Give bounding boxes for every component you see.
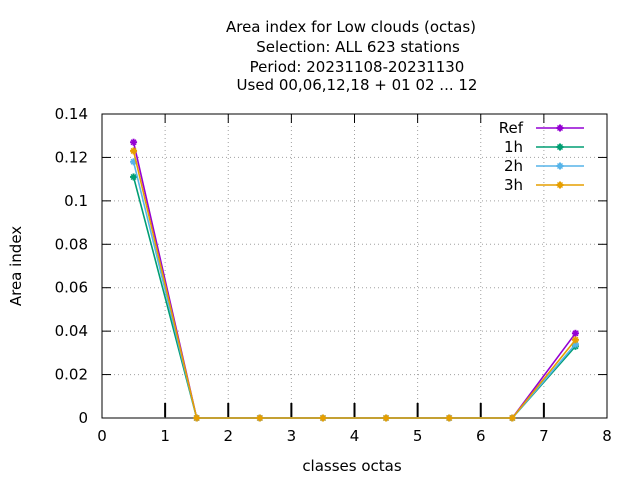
data-point (130, 173, 138, 181)
chart-title: Area index for Low clouds (octas) Select… (226, 18, 477, 94)
series-line (132, 161, 577, 419)
data-point (445, 414, 453, 422)
y-tick-label: 0.14 (55, 105, 88, 123)
legend-marker (556, 162, 564, 170)
y-tick-label: 0.08 (55, 235, 88, 253)
x-tick-label: 4 (350, 427, 360, 445)
data-point (130, 147, 138, 155)
series-3h (130, 147, 579, 422)
data-point (256, 414, 264, 422)
legend-label: Ref (499, 119, 524, 137)
data-point (571, 336, 579, 344)
y-tick-label: 0.1 (64, 192, 88, 210)
x-tick-label: 8 (602, 427, 612, 445)
axes: 0 1 2 3 4 5 6 7 8 0 0.02 0.04 0.06 0.08 0.1 0.12 0.14 (55, 105, 612, 445)
legend-entry-1h: 1h (504, 138, 584, 156)
y-tick-label: 0.04 (55, 322, 88, 340)
grid-lines (102, 114, 607, 418)
series-layer (130, 138, 579, 422)
y-axis-label: Area index (7, 226, 25, 306)
legend-entry-2h: 2h (504, 157, 584, 175)
x-tick-label: 6 (476, 427, 486, 445)
data-point (571, 329, 579, 337)
x-tick-label: 2 (223, 427, 233, 445)
x-tick-label: 1 (160, 427, 170, 445)
x-tick-label: 3 (287, 427, 297, 445)
data-point (319, 414, 327, 422)
legend-marker (556, 143, 564, 151)
legend-label: 1h (504, 138, 523, 156)
x-tick-label: 5 (413, 427, 423, 445)
y-tick-label: 0.02 (55, 366, 88, 384)
data-point (382, 414, 390, 422)
title-line-1: Area index for Low clouds (octas) (226, 18, 476, 36)
data-point (193, 414, 201, 422)
title-line-3: Period: 20231108-20231130 (250, 58, 465, 76)
legend-entry-Ref: Ref (499, 119, 584, 137)
title-line-4: Used 00,06,12,18 + 01 02 ... 12 (237, 76, 478, 94)
legend-label: 3h (504, 176, 523, 194)
legend-marker (556, 181, 564, 189)
x-axis-label: classes octas (302, 457, 402, 475)
y-tick-label: 0.06 (55, 279, 88, 297)
y-tick-label: 0.12 (55, 148, 88, 166)
legend-label: 2h (504, 157, 523, 175)
legend-marker (556, 124, 564, 132)
title-line-2: Selection: ALL 623 stations (256, 38, 460, 56)
legend-entry-3h: 3h (504, 176, 584, 194)
y-tick-label: 0 (78, 409, 88, 427)
series-line (132, 176, 577, 419)
x-tick-label: 7 (539, 427, 549, 445)
data-point (508, 414, 516, 422)
x-tick-label: 0 (97, 427, 107, 445)
data-point (130, 138, 138, 146)
series-line (132, 150, 577, 419)
